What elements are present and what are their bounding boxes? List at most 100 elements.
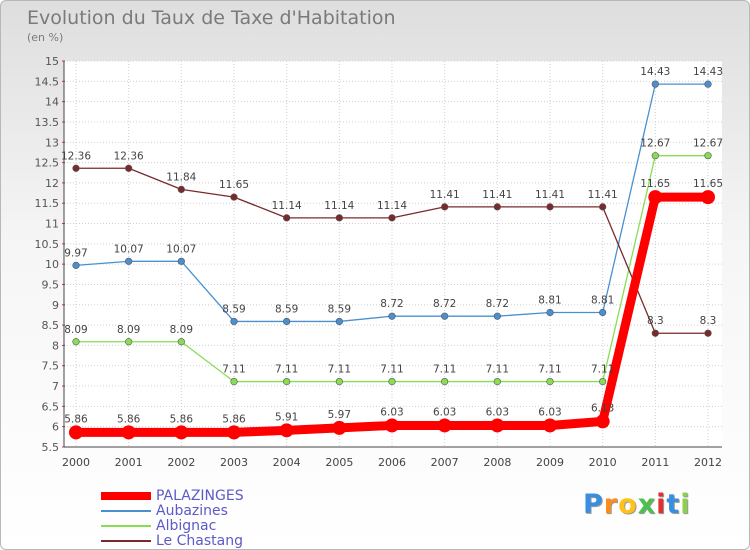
legend-item: PALAZINGES: [101, 488, 244, 504]
y-tick-label: 12: [45, 177, 59, 190]
data-point: [335, 214, 343, 222]
legend-swatch: [101, 539, 151, 542]
data-point: [546, 377, 554, 386]
unit-label: (en %): [27, 31, 64, 44]
data-point: [493, 312, 501, 320]
y-tick-label: 11.5: [35, 197, 60, 210]
data-label: 11.65: [693, 178, 723, 190]
proxiti-logo: Proxiti: [583, 489, 691, 520]
data-point: [230, 377, 238, 386]
data-point: [332, 420, 347, 435]
y-tick-label: 6: [52, 421, 59, 434]
x-tick-label: 2011: [641, 456, 669, 469]
data-label: 11.14: [272, 200, 302, 212]
data-point: [177, 338, 185, 346]
data-label: 6.13: [591, 402, 614, 414]
y-tick-label: 8: [52, 339, 59, 352]
x-tick-label: 2008: [483, 456, 511, 469]
data-point: [441, 377, 449, 386]
data-label: 7.11: [538, 364, 561, 376]
data-point: [490, 418, 505, 433]
x-tick-label: 2006: [378, 456, 406, 469]
data-point: [121, 425, 136, 440]
data-point: [125, 164, 133, 172]
data-point: [493, 203, 501, 211]
x-tick-label: 2010: [589, 456, 617, 469]
data-label: 7.11: [433, 364, 456, 376]
data-point: [283, 214, 291, 222]
y-tick-label: 12.5: [35, 157, 60, 170]
data-label: 7.11: [486, 364, 509, 376]
data-label: 8.59: [222, 303, 245, 315]
data-point: [385, 418, 399, 433]
x-tick-label: 2004: [273, 456, 301, 469]
data-point: [704, 80, 712, 88]
data-point: [72, 261, 80, 269]
data-label: 8.59: [275, 303, 298, 315]
y-tick-label: 15: [45, 55, 59, 68]
data-point: [595, 414, 610, 429]
data-label: 11.65: [640, 178, 670, 190]
legend-swatch: [101, 509, 151, 512]
data-point: [441, 312, 449, 320]
data-label: 8.09: [117, 324, 140, 336]
y-tick-label: 14: [45, 96, 59, 109]
y-tick-label: 5.5: [42, 441, 60, 454]
logo-letter: r: [603, 489, 619, 520]
data-point: [283, 377, 291, 386]
data-point: [651, 152, 659, 160]
data-label: 7.11: [222, 364, 245, 376]
y-tick-label: 13.5: [35, 116, 60, 129]
data-label: 6.03: [433, 406, 456, 418]
data-label: 8.72: [486, 298, 509, 310]
logo-letter: o: [618, 489, 638, 520]
logo-letter: P: [583, 489, 604, 520]
legend-item: Le Chastang: [101, 533, 244, 549]
series-lines: [69, 80, 715, 440]
data-label: 8.09: [64, 324, 87, 336]
data-point: [437, 418, 452, 433]
data-label: 12.36: [114, 150, 144, 162]
x-tick-label: 2002: [167, 456, 195, 469]
data-label: 11.41: [535, 189, 565, 201]
data-label: 8.59: [328, 303, 351, 315]
x-tick-label: 2003: [220, 456, 248, 469]
data-point: [388, 377, 396, 386]
plot-background: [64, 61, 722, 447]
data-label: 5.86: [222, 413, 246, 425]
data-label: 11.41: [588, 189, 618, 201]
data-label: 8.3: [700, 315, 717, 327]
y-tick-label: 9: [52, 299, 59, 312]
legend-swatch: [101, 491, 151, 500]
data-point: [72, 164, 80, 172]
data-label: 8.72: [433, 298, 456, 310]
axes: 5.566.577.588.599.51010.51111.51212.5131…: [35, 55, 722, 469]
data-point: [599, 308, 607, 317]
legend-item: Aubazines: [101, 503, 244, 519]
data-label: 8.81: [591, 295, 614, 307]
y-tick-label: 7: [52, 380, 59, 393]
data-point: [441, 203, 449, 211]
data-point: [704, 152, 712, 160]
data-point: [388, 312, 396, 320]
data-label: 12.67: [693, 138, 723, 150]
y-tick-label: 9.5: [42, 278, 60, 291]
legend-label: Albignac: [156, 517, 217, 534]
data-point: [230, 193, 238, 201]
data-point: [546, 308, 554, 317]
data-point: [283, 317, 291, 326]
data-point: [651, 80, 659, 88]
data-point: [388, 214, 396, 222]
grid: [64, 60, 722, 448]
logo-letter: i: [680, 489, 691, 520]
data-point: [230, 317, 238, 326]
data-label: 11.65: [219, 179, 249, 191]
data-labels: 9.97 10.07 10.07 8.59 8.59 8.59 8.72 8.72 8.72 8.…: [61, 66, 723, 425]
data-label: 11.14: [377, 200, 407, 212]
data-point: [279, 423, 294, 438]
data-point: [125, 338, 133, 346]
data-point: [651, 329, 659, 337]
data-label: 10.07: [114, 243, 144, 255]
data-label: 5.86: [64, 413, 88, 425]
